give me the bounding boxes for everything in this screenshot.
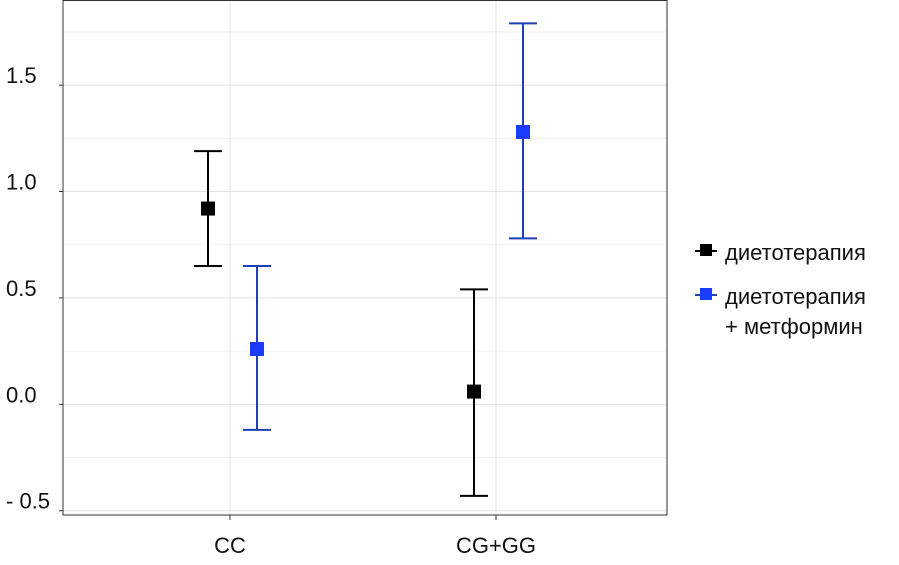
plot-frame: [62, 0, 668, 516]
legend-marker-diet-metformin: [695, 282, 717, 308]
legend-item-diet-metformin: диетотерапия + метформин: [695, 282, 895, 342]
y-tick-label: - 0.5: [6, 489, 50, 514]
legend-marker-diet: [695, 238, 717, 264]
legend: диетотерапия диетотерапия + метформин: [695, 238, 895, 356]
plot-area: [63, 0, 667, 515]
y-tick-label: 0.0: [6, 382, 37, 407]
data-point: [467, 384, 481, 399]
data-point: [201, 201, 215, 216]
data-point: [250, 342, 264, 357]
x-tick-label: CG+GG: [456, 533, 536, 558]
y-tick-label: 1.5: [6, 63, 37, 88]
legend-label-diet-metformin-line1: диетотерапия: [725, 284, 866, 309]
legend-label-diet: диетотерапия: [725, 240, 866, 265]
x-tick-label: CC: [214, 533, 246, 558]
y-tick-label: 1.0: [6, 170, 37, 195]
legend-item-diet: диетотерапия: [695, 238, 895, 268]
y-tick-label: 0.5: [6, 276, 37, 301]
legend-label-diet-metformin-line2: + метформин: [725, 314, 863, 339]
data-point: [516, 124, 530, 139]
